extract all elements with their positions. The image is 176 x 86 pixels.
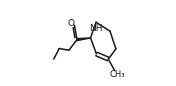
Polygon shape — [77, 38, 90, 41]
Text: NH: NH — [89, 24, 103, 33]
Text: O: O — [68, 19, 75, 28]
Text: CH₃: CH₃ — [109, 70, 125, 79]
